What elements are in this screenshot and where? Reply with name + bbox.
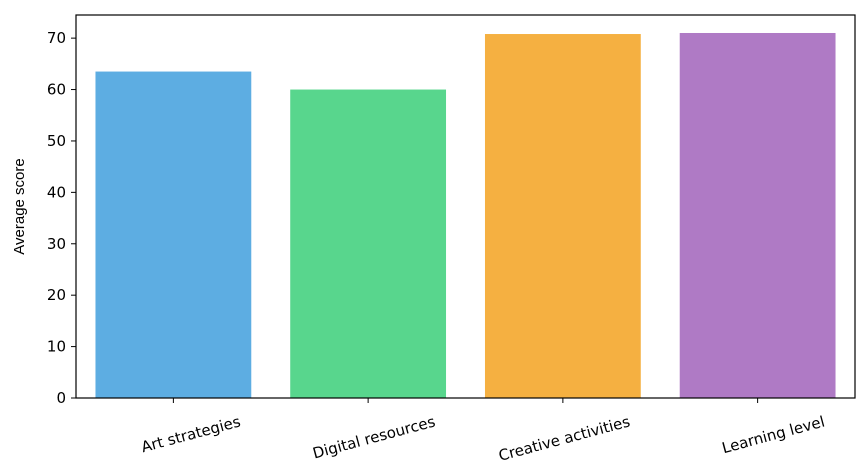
y-tick-label: 20 xyxy=(47,286,66,304)
bars xyxy=(95,32,836,399)
x-axis: Art strategies Digital resources Creative … xyxy=(139,398,827,464)
plot-frame xyxy=(75,14,856,399)
y-tick-label: 50 xyxy=(47,132,66,150)
x-tick-label: Learning level xyxy=(720,412,827,457)
y-tick-label: 10 xyxy=(47,338,66,356)
bar-art-strategies xyxy=(95,71,252,398)
y-tick-label: 60 xyxy=(47,81,66,99)
x-tick-label: Art strategies xyxy=(139,412,242,456)
y-tick-label: 0 xyxy=(56,389,66,407)
x-tick-label: Digital resources xyxy=(311,412,438,462)
y-tick-label: 70 xyxy=(47,29,66,47)
y-tick-label: 40 xyxy=(47,183,66,201)
x-tick-label: Creative activities xyxy=(497,412,633,464)
y-axis: 0 10 20 30 40 50 60 70 xyxy=(47,29,76,407)
bar-digital-resources xyxy=(290,89,447,398)
y-tick-label: 30 xyxy=(47,235,66,253)
bar-creative-activities xyxy=(484,34,641,398)
bar-learning-level xyxy=(679,32,836,399)
y-axis-title: Average score xyxy=(11,158,28,254)
